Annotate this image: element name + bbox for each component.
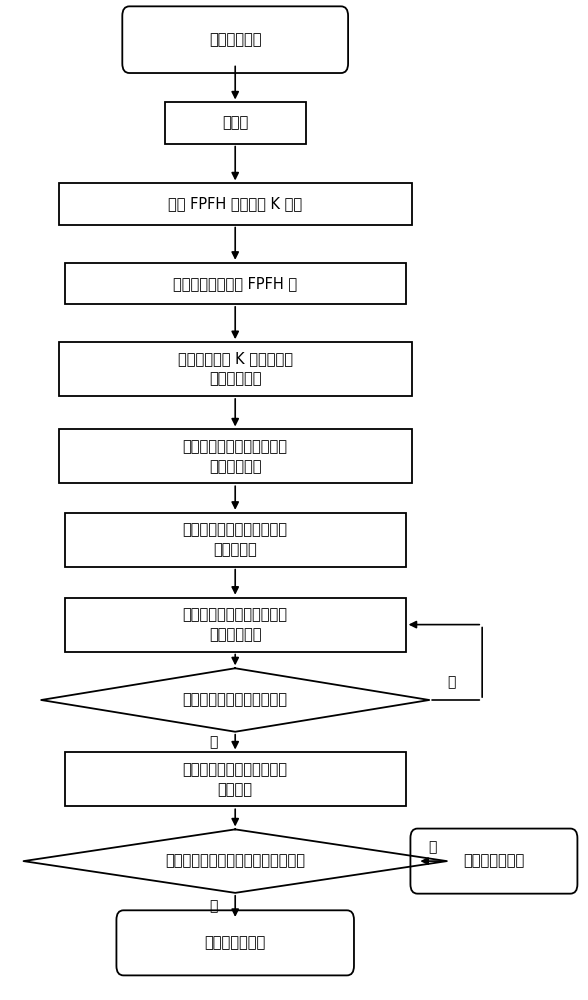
Polygon shape <box>24 829 447 893</box>
FancyBboxPatch shape <box>59 342 412 396</box>
FancyBboxPatch shape <box>165 102 306 144</box>
FancyBboxPatch shape <box>65 513 406 567</box>
Text: 否: 否 <box>428 840 436 854</box>
FancyBboxPatch shape <box>65 598 406 652</box>
Text: 是: 是 <box>209 735 218 749</box>
FancyBboxPatch shape <box>59 429 412 483</box>
Text: 通过右手定则判断拇指方向是否向上: 通过右手定则判断拇指方向是否向上 <box>165 854 305 869</box>
Text: 在耳道候选集中计算每点的
形状响应因子: 在耳道候选集中计算每点的 形状响应因子 <box>183 607 288 642</box>
Text: 确定为右耳道点: 确定为右耳道点 <box>463 854 524 869</box>
Text: 输入待测点云: 输入待测点云 <box>209 32 262 47</box>
FancyBboxPatch shape <box>122 6 348 73</box>
FancyBboxPatch shape <box>410 829 577 894</box>
Polygon shape <box>41 668 429 732</box>
FancyBboxPatch shape <box>59 183 412 225</box>
Text: 形状响应因子是否小于阈值: 形状响应因子是否小于阈值 <box>183 692 288 708</box>
FancyBboxPatch shape <box>116 910 354 975</box>
FancyBboxPatch shape <box>65 752 406 806</box>
Text: 在待测模型的 K 维树中查找
并生成候选集: 在待测模型的 K 维树中查找 并生成候选集 <box>178 352 293 386</box>
Text: 预处理: 预处理 <box>222 116 248 131</box>
Text: 选择形状响应因子最大的点
作为鼻尖点: 选择形状响应因子最大的点 作为鼻尖点 <box>183 522 288 557</box>
FancyBboxPatch shape <box>65 263 406 304</box>
Text: 确定为左耳道点: 确定为左耳道点 <box>205 935 266 950</box>
Text: 在鼻尖候选集中计算每点的
形状响应因子: 在鼻尖候选集中计算每点的 形状响应因子 <box>183 439 288 474</box>
Text: 是: 是 <box>209 899 218 913</box>
Text: 计算 FPFH 值并生成 K 维树: 计算 FPFH 值并生成 K 维树 <box>168 196 302 211</box>
Text: 计算耳道点法线与鼻尖点法
线的外积: 计算耳道点法线与鼻尖点法 线的外积 <box>183 762 288 797</box>
Text: 加载给定特征点的 FPFH 值: 加载给定特征点的 FPFH 值 <box>173 276 298 291</box>
Text: 否: 否 <box>447 676 455 690</box>
